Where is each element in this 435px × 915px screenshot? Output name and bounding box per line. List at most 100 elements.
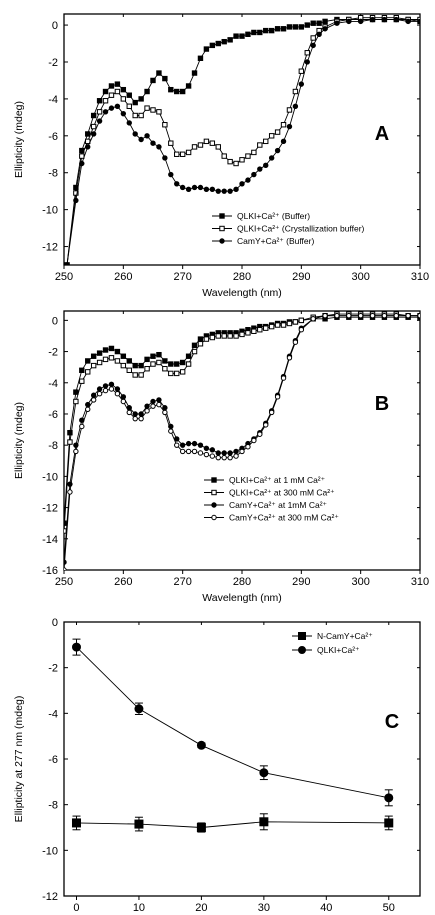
data-point [144,105,150,111]
legend-label: QLKI+Ca²⁺ (Crystallization buffer) [237,224,365,234]
data-point [316,31,322,38]
data-point [85,144,91,150]
data-point [239,448,245,455]
series-line [76,646,389,799]
y-tick-label: -12 [42,891,58,903]
data-point [221,454,227,461]
series-3 [64,16,420,265]
data-point [162,155,168,161]
data-point [134,704,144,714]
x-tick-label: 310 [411,576,429,588]
data-point [203,186,210,193]
data-point [150,361,156,367]
data-point [168,370,174,377]
data-point [126,103,132,109]
data-point [298,24,305,30]
data-point [274,322,281,328]
data-point [126,409,132,416]
data-point [245,177,251,183]
data-point [144,403,150,409]
series-2 [64,311,420,534]
data-point [304,59,310,65]
data-point [144,408,150,414]
data-point [251,29,257,36]
data-point [227,450,233,456]
data-point [233,160,239,167]
data-point [120,394,127,400]
data-layer [64,14,420,265]
data-point [108,83,115,89]
x-tick-label: 300 [351,271,369,283]
data-point [150,107,156,113]
data-layer [64,311,420,570]
y-tick-label: 0 [52,617,58,629]
data-point [138,372,144,378]
data-point [174,181,180,187]
data-point [280,138,287,145]
data-point [197,336,204,342]
data-point [191,440,198,447]
data-point [227,37,233,43]
data-point [102,356,109,363]
data-point [174,88,180,95]
data-point [108,92,115,98]
data-point [120,110,127,117]
panel-b: 250 260 270 280 290 300 310 0 -2 -4 -6 -8 -10 -12 -14 -… [13,310,429,604]
data-point [114,358,121,364]
data-point [259,768,269,778]
legend-marker [219,238,225,244]
data-point [73,190,79,196]
legend-label: CamY+Ca²⁺ at 300 mM Ca²⁺ [229,513,339,523]
data-point [268,409,275,416]
data-point [144,133,150,139]
legend-marker [211,514,217,521]
data-point [90,131,97,137]
data-point [108,386,115,392]
legend-label: QLKI+Ca²⁺ at 1 mM Ca²⁺ [229,475,326,485]
data-point [138,112,144,119]
data-point [162,358,168,364]
data-point [185,83,192,89]
data-point [274,394,281,400]
data-point [191,144,198,150]
data-point [150,398,156,405]
data-point [304,22,310,28]
data-point [73,398,79,405]
legend-marker [298,632,306,640]
data-point [257,327,263,333]
series-line [76,821,389,828]
data-point [79,153,85,159]
panel-c: 010203040500-2-4-6-8-10-12%PEG400Ellipti… [13,617,421,914]
data-point [156,401,162,408]
data-point [144,366,150,372]
data-point [233,453,239,459]
data-point [120,96,127,102]
data-point [114,88,121,95]
data-point [215,40,221,47]
data-point [233,333,239,339]
data-point [96,109,103,115]
data-point [221,188,227,194]
y-tick-label: -6 [48,131,58,143]
data-point [245,31,251,38]
legend-label: QLKI+Ca²⁺ at 300 mM Ca²⁺ [229,488,335,498]
data-point [251,328,257,334]
data-point [405,18,411,25]
data-point [179,184,186,191]
data-point [79,423,85,430]
data-point [132,362,138,369]
data-point [334,312,340,319]
data-point [90,353,97,359]
y-tick-label: -12 [42,503,58,515]
data-point [196,823,206,832]
data-point [156,70,162,76]
data-point [257,142,263,148]
data-point [221,333,227,339]
data-point [251,171,257,178]
data-point [79,367,85,373]
data-point [73,197,79,204]
data-point [274,147,281,154]
data-point [126,120,132,126]
data-point [96,359,103,366]
y-tick-label: -4 [48,708,58,720]
